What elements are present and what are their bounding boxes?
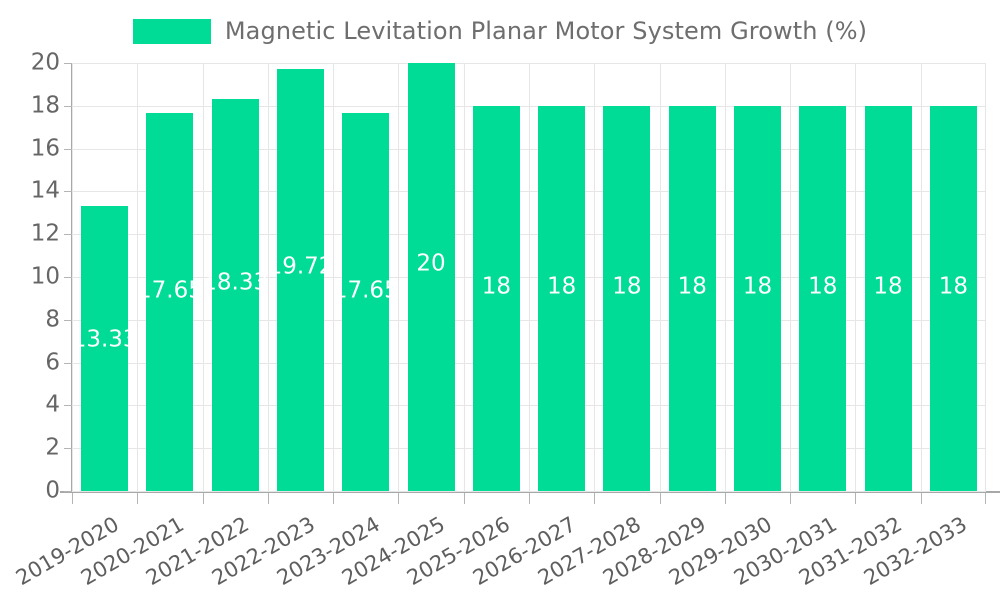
y-axis-tick-label: 8 bbox=[45, 306, 60, 333]
bar[interactable] bbox=[211, 98, 259, 491]
bar-value-label: 18 bbox=[677, 273, 707, 300]
plot-area: 13.33 17.65 18.33 19.72 17.65 20 18 18 18 18 18 18 1… bbox=[71, 63, 986, 492]
bar-value-label: 19.72 bbox=[267, 253, 334, 280]
y-axis-tick-label: 18 bbox=[30, 92, 60, 119]
bar[interactable] bbox=[668, 105, 716, 491]
bar-value-label: 18 bbox=[808, 273, 838, 300]
x-gridline bbox=[529, 63, 530, 491]
bar[interactable] bbox=[929, 105, 977, 491]
y-axis-tick-label: 10 bbox=[30, 263, 60, 290]
x-axis-tick-mark bbox=[921, 493, 922, 504]
bar-value-label: 20 bbox=[416, 250, 446, 277]
y-axis-tick-label: 4 bbox=[45, 391, 60, 418]
bar[interactable] bbox=[603, 105, 651, 491]
x-gridline bbox=[137, 63, 138, 491]
bar-value-label: 18 bbox=[547, 273, 577, 300]
bar-value-label: 18 bbox=[481, 273, 511, 300]
x-axis-tick-mark bbox=[72, 493, 73, 504]
y-gridline bbox=[72, 491, 986, 492]
y-axis-tick-label: 2 bbox=[45, 434, 60, 461]
y-axis-tick-label: 6 bbox=[45, 349, 60, 376]
legend-color-swatch bbox=[132, 18, 211, 44]
x-gridline bbox=[985, 63, 986, 491]
x-gridline bbox=[594, 63, 595, 491]
bar[interactable] bbox=[472, 105, 520, 491]
x-axis-tick-mark bbox=[855, 493, 856, 504]
x-axis-tick-mark bbox=[529, 493, 530, 504]
x-axis-tick-mark bbox=[725, 493, 726, 504]
bar[interactable] bbox=[276, 69, 324, 491]
y-axis-tick-mark bbox=[64, 362, 72, 364]
y-axis-tick-label: 0 bbox=[45, 477, 60, 504]
y-axis-tick-mark bbox=[64, 491, 72, 492]
bar-value-label: 17.65 bbox=[332, 277, 399, 304]
bar-value-label: 18 bbox=[938, 273, 968, 300]
y-axis-tick-mark bbox=[64, 277, 72, 278]
y-axis-tick-label: 16 bbox=[30, 135, 60, 162]
y-axis-tick-label: 14 bbox=[30, 177, 60, 204]
x-axis-tick-mark bbox=[660, 493, 661, 504]
x-gridline bbox=[72, 63, 73, 491]
bar[interactable] bbox=[799, 105, 847, 491]
bar[interactable] bbox=[407, 63, 455, 491]
bar[interactable] bbox=[733, 105, 781, 491]
chart-legend: Magnetic Levitation Planar Motor System … bbox=[0, 14, 1000, 48]
bar[interactable] bbox=[146, 113, 194, 491]
x-axis-tick-mark bbox=[790, 493, 791, 504]
x-gridline bbox=[660, 63, 661, 491]
x-axis-line bbox=[60, 491, 1000, 493]
x-axis-tick-mark bbox=[203, 493, 204, 504]
x-gridline bbox=[398, 63, 399, 491]
x-gridline bbox=[464, 63, 465, 491]
y-axis-tick-mark bbox=[64, 405, 72, 407]
x-axis-tick-mark bbox=[268, 493, 269, 504]
bar-value-label: 18.33 bbox=[202, 269, 269, 296]
bar[interactable] bbox=[81, 205, 129, 491]
bar-value-label: 18 bbox=[742, 273, 773, 300]
x-gridline bbox=[790, 63, 791, 491]
y-axis-tick-mark bbox=[64, 319, 72, 321]
x-axis-tick-mark bbox=[333, 493, 334, 504]
x-gridline bbox=[203, 63, 204, 491]
bar-value-label: 18 bbox=[873, 273, 903, 300]
bar[interactable] bbox=[864, 105, 912, 491]
x-axis-tick-mark bbox=[137, 493, 138, 504]
y-axis-tick-mark bbox=[64, 63, 72, 64]
x-gridline bbox=[333, 63, 334, 491]
bar[interactable] bbox=[342, 113, 390, 491]
x-axis-tick-mark bbox=[985, 493, 986, 504]
y-axis-tick-mark bbox=[64, 148, 72, 150]
x-axis-tick-mark bbox=[464, 493, 465, 504]
y-axis-tick-mark bbox=[64, 191, 72, 193]
bar-value-label: 18 bbox=[612, 273, 642, 300]
y-axis-tick-mark bbox=[64, 105, 72, 107]
x-gridline bbox=[725, 63, 726, 491]
x-axis-tick-mark bbox=[594, 493, 595, 504]
bar-value-label: 17.65 bbox=[136, 277, 203, 304]
y-axis-tick-mark bbox=[64, 234, 72, 236]
y-axis-tick-mark bbox=[64, 448, 72, 450]
bar[interactable] bbox=[538, 105, 586, 491]
x-gridline bbox=[855, 63, 856, 491]
legend-label: Magnetic Levitation Planar Motor System … bbox=[224, 17, 868, 45]
y-axis-tick-label: 12 bbox=[30, 220, 60, 247]
bar-value-label: 13.33 bbox=[71, 326, 138, 353]
y-axis-tick-labels: 0 2 4 6 8 10 12 14 16 18 20 bbox=[0, 51, 60, 502]
y-axis-tick-label: 20 bbox=[30, 49, 60, 76]
x-gridline bbox=[268, 63, 269, 491]
x-axis-tick-mark bbox=[398, 493, 399, 504]
x-gridline bbox=[921, 63, 922, 491]
